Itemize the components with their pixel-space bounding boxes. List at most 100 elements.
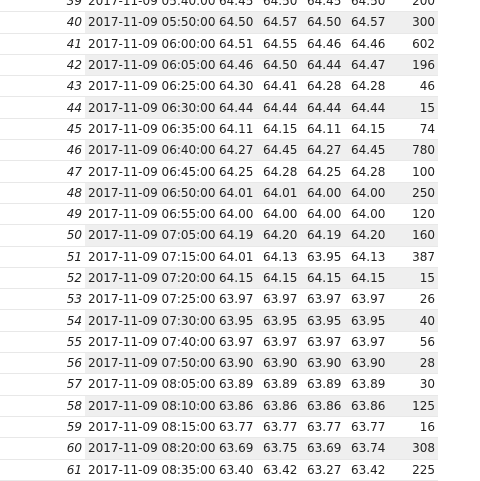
high-cell: 64.50: [260, 0, 304, 13]
open-cell: 63.90: [216, 352, 260, 375]
timestamp-cell: 2017-11-09 06:40:00: [85, 139, 216, 162]
table-body: 39 2017-11-09 05:40:00 64.45 64.50 64.45 64.5…: [0, 0, 438, 481]
table-row[interactable]: 55 2017-11-09 07:40:00 63.97 63.97 63.97 63.9…: [0, 331, 438, 354]
table-row[interactable]: 57 2017-11-09 08:05:00 63.89 63.89 63.89 63.8…: [0, 373, 438, 396]
volume-cell: 300: [392, 11, 438, 34]
open-cell: 63.97: [216, 331, 260, 354]
row-index-cell: 41: [0, 33, 85, 55]
low-cell: 63.97: [304, 331, 348, 354]
table-row[interactable]: 43 2017-11-09 06:25:00 64.30 64.41 64.28 64.2…: [0, 75, 438, 98]
close-cell: 64.46: [348, 33, 392, 55]
open-cell: 63.86: [216, 395, 260, 417]
volume-cell: 250: [392, 182, 438, 204]
timestamp-cell: 2017-11-09 07:30:00: [85, 309, 216, 332]
open-cell: 64.50: [216, 11, 260, 34]
row-index-cell: 50: [0, 224, 85, 247]
high-cell: 63.89: [260, 373, 304, 396]
close-cell: 64.20: [348, 224, 392, 247]
table-row[interactable]: 39 2017-11-09 05:40:00 64.45 64.50 64.45 64.5…: [0, 0, 438, 13]
volume-cell: 125: [392, 395, 438, 417]
high-cell: 64.55: [260, 33, 304, 55]
row-index-cell: 59: [0, 416, 85, 439]
timestamp-cell: 2017-11-09 05:50:00: [85, 11, 216, 34]
high-cell: 64.00: [260, 203, 304, 226]
volume-cell: 56: [392, 331, 438, 354]
timestamp-cell: 2017-11-09 08:20:00: [85, 437, 216, 460]
open-cell: 64.00: [216, 203, 260, 226]
high-cell: 64.01: [260, 182, 304, 204]
table-row[interactable]: 60 2017-11-09 08:20:00 63.69 63.75 63.69 63.7…: [0, 437, 438, 460]
data-table: 39 2017-11-09 05:40:00 64.45 64.50 64.45 64.5…: [0, 0, 438, 481]
close-cell: 64.28: [348, 75, 392, 98]
row-index-cell: 49: [0, 203, 85, 226]
table-row[interactable]: 41 2017-11-09 06:00:00 64.51 64.55 64.46 64.4…: [0, 33, 438, 55]
low-cell: 64.25: [304, 160, 348, 183]
row-index-cell: 55: [0, 331, 85, 354]
close-cell: 63.86: [348, 395, 392, 417]
row-index-cell: 60: [0, 437, 85, 460]
table-row[interactable]: 46 2017-11-09 06:40:00 64.27 64.45 64.27 64.4…: [0, 139, 438, 162]
table-row[interactable]: 58 2017-11-09 08:10:00 63.86 63.86 63.86 63.8…: [0, 395, 438, 417]
timestamp-cell: 2017-11-09 06:00:00: [85, 33, 216, 55]
row-index-cell: 39: [0, 0, 85, 13]
table-row[interactable]: 42 2017-11-09 06:05:00 64.46 64.50 64.44 64.4…: [0, 54, 438, 77]
low-cell: 63.89: [304, 373, 348, 396]
row-index-cell: 58: [0, 395, 85, 417]
low-cell: 63.86: [304, 395, 348, 417]
table-row[interactable]: 59 2017-11-09 08:15:00 63.77 63.77 63.77 63.7…: [0, 416, 438, 439]
table-row[interactable]: 50 2017-11-09 07:05:00 64.19 64.20 64.19 64.2…: [0, 224, 438, 247]
low-cell: 64.50: [304, 11, 348, 34]
volume-cell: 387: [392, 246, 438, 268]
low-cell: 63.95: [304, 309, 348, 332]
table-row[interactable]: 40 2017-11-09 05:50:00 64.50 64.57 64.50 64.5…: [0, 11, 438, 34]
timestamp-cell: 2017-11-09 08:15:00: [85, 416, 216, 439]
close-cell: 63.95: [348, 309, 392, 332]
table-row[interactable]: 51 2017-11-09 07:15:00 64.01 64.13 63.95 64.1…: [0, 246, 438, 268]
high-cell: 64.45: [260, 139, 304, 162]
table-row[interactable]: 47 2017-11-09 06:45:00 64.25 64.28 64.25 64.2…: [0, 160, 438, 183]
open-cell: 64.25: [216, 160, 260, 183]
table-row[interactable]: 48 2017-11-09 06:50:00 64.01 64.01 64.00 64.0…: [0, 182, 438, 204]
volume-cell: 196: [392, 54, 438, 77]
row-index-cell: 57: [0, 373, 85, 396]
timestamp-cell: 2017-11-09 07:50:00: [85, 352, 216, 375]
volume-cell: 16: [392, 416, 438, 439]
close-cell: 64.47: [348, 54, 392, 77]
timestamp-cell: 2017-11-09 07:20:00: [85, 267, 216, 290]
low-cell: 64.44: [304, 54, 348, 77]
open-cell: 63.97: [216, 288, 260, 311]
table-row[interactable]: 54 2017-11-09 07:30:00 63.95 63.95 63.95 63.9…: [0, 309, 438, 332]
low-cell: 64.15: [304, 267, 348, 290]
volume-cell: 40: [392, 309, 438, 332]
row-index-cell: 54: [0, 309, 85, 332]
close-cell: 63.90: [348, 352, 392, 375]
high-cell: 64.41: [260, 75, 304, 98]
high-cell: 64.28: [260, 160, 304, 183]
open-cell: 63.40: [216, 459, 260, 481]
table-row[interactable]: 56 2017-11-09 07:50:00 63.90 63.90 63.90 63.9…: [0, 352, 438, 375]
low-cell: 63.77: [304, 416, 348, 439]
close-cell: 64.13: [348, 246, 392, 268]
table-row[interactable]: 45 2017-11-09 06:35:00 64.11 64.15 64.11 64.1…: [0, 118, 438, 141]
volume-cell: 160: [392, 224, 438, 247]
timestamp-cell: 2017-11-09 06:30:00: [85, 96, 216, 119]
close-cell: 64.00: [348, 182, 392, 204]
table-row[interactable]: 49 2017-11-09 06:55:00 64.00 64.00 64.00 64.0…: [0, 203, 438, 226]
volume-cell: 30: [392, 373, 438, 396]
table-row[interactable]: 61 2017-11-09 08:35:00 63.40 63.42 63.27 63.4…: [0, 459, 438, 481]
timestamp-cell: 2017-11-09 06:50:00: [85, 182, 216, 204]
table-row[interactable]: 52 2017-11-09 07:20:00 64.15 64.15 64.15 64.1…: [0, 267, 438, 290]
open-cell: 64.11: [216, 118, 260, 141]
timestamp-cell: 2017-11-09 08:05:00: [85, 373, 216, 396]
timestamp-cell: 2017-11-09 08:35:00: [85, 459, 216, 481]
open-cell: 64.19: [216, 224, 260, 247]
high-cell: 64.15: [260, 118, 304, 141]
high-cell: 63.77: [260, 416, 304, 439]
volume-cell: 308: [392, 437, 438, 460]
open-cell: 64.45: [216, 0, 260, 13]
table-row[interactable]: 44 2017-11-09 06:30:00 64.44 64.44 64.44 64.4…: [0, 96, 438, 119]
table-row[interactable]: 53 2017-11-09 07:25:00 63.97 63.97 63.97 63.9…: [0, 288, 438, 311]
low-cell: 63.27: [304, 459, 348, 481]
high-cell: 63.95: [260, 309, 304, 332]
close-cell: 64.15: [348, 118, 392, 141]
